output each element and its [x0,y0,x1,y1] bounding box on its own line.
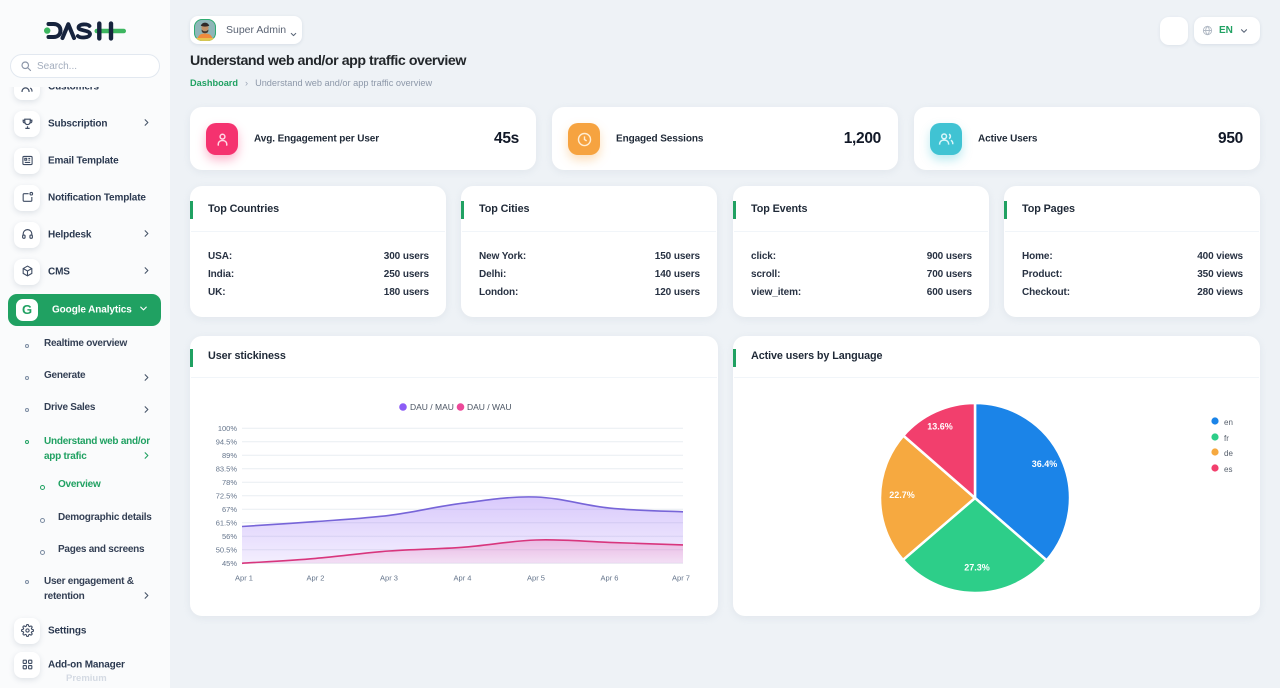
svg-text:es: es [1224,465,1232,474]
svg-text:83.5%: 83.5% [216,464,238,473]
svg-text:89%: 89% [222,451,237,460]
svg-text:Apr 5: Apr 5 [527,574,545,583]
svg-text:78%: 78% [222,478,237,487]
svg-text:27.3%: 27.3% [964,563,990,573]
svg-text:45%: 45% [222,559,237,568]
svg-text:Apr 2: Apr 2 [307,574,325,583]
svg-text:61.5%: 61.5% [216,518,238,527]
svg-text:13.6%: 13.6% [927,422,953,432]
svg-text:en: en [1224,418,1233,427]
svg-text:50.5%: 50.5% [216,545,238,554]
svg-text:Apr 1: Apr 1 [235,574,253,583]
svg-text:de: de [1224,449,1233,458]
svg-text:Apr 7: Apr 7 [672,574,690,583]
svg-text:100%: 100% [218,424,238,433]
svg-text:DAU / MAU: DAU / MAU [410,402,454,412]
svg-text:Apr 3: Apr 3 [380,574,398,583]
svg-text:DAU / WAU: DAU / WAU [467,402,512,412]
svg-text:Apr 4: Apr 4 [454,574,472,583]
svg-text:94.5%: 94.5% [216,437,238,446]
svg-text:36.4%: 36.4% [1032,459,1058,469]
svg-text:56%: 56% [222,532,237,541]
svg-text:72.5%: 72.5% [216,491,238,500]
svg-text:67%: 67% [222,505,237,514]
svg-text:fr: fr [1224,434,1229,443]
svg-text:22.7%: 22.7% [889,490,915,500]
svg-text:Apr 6: Apr 6 [601,574,619,583]
